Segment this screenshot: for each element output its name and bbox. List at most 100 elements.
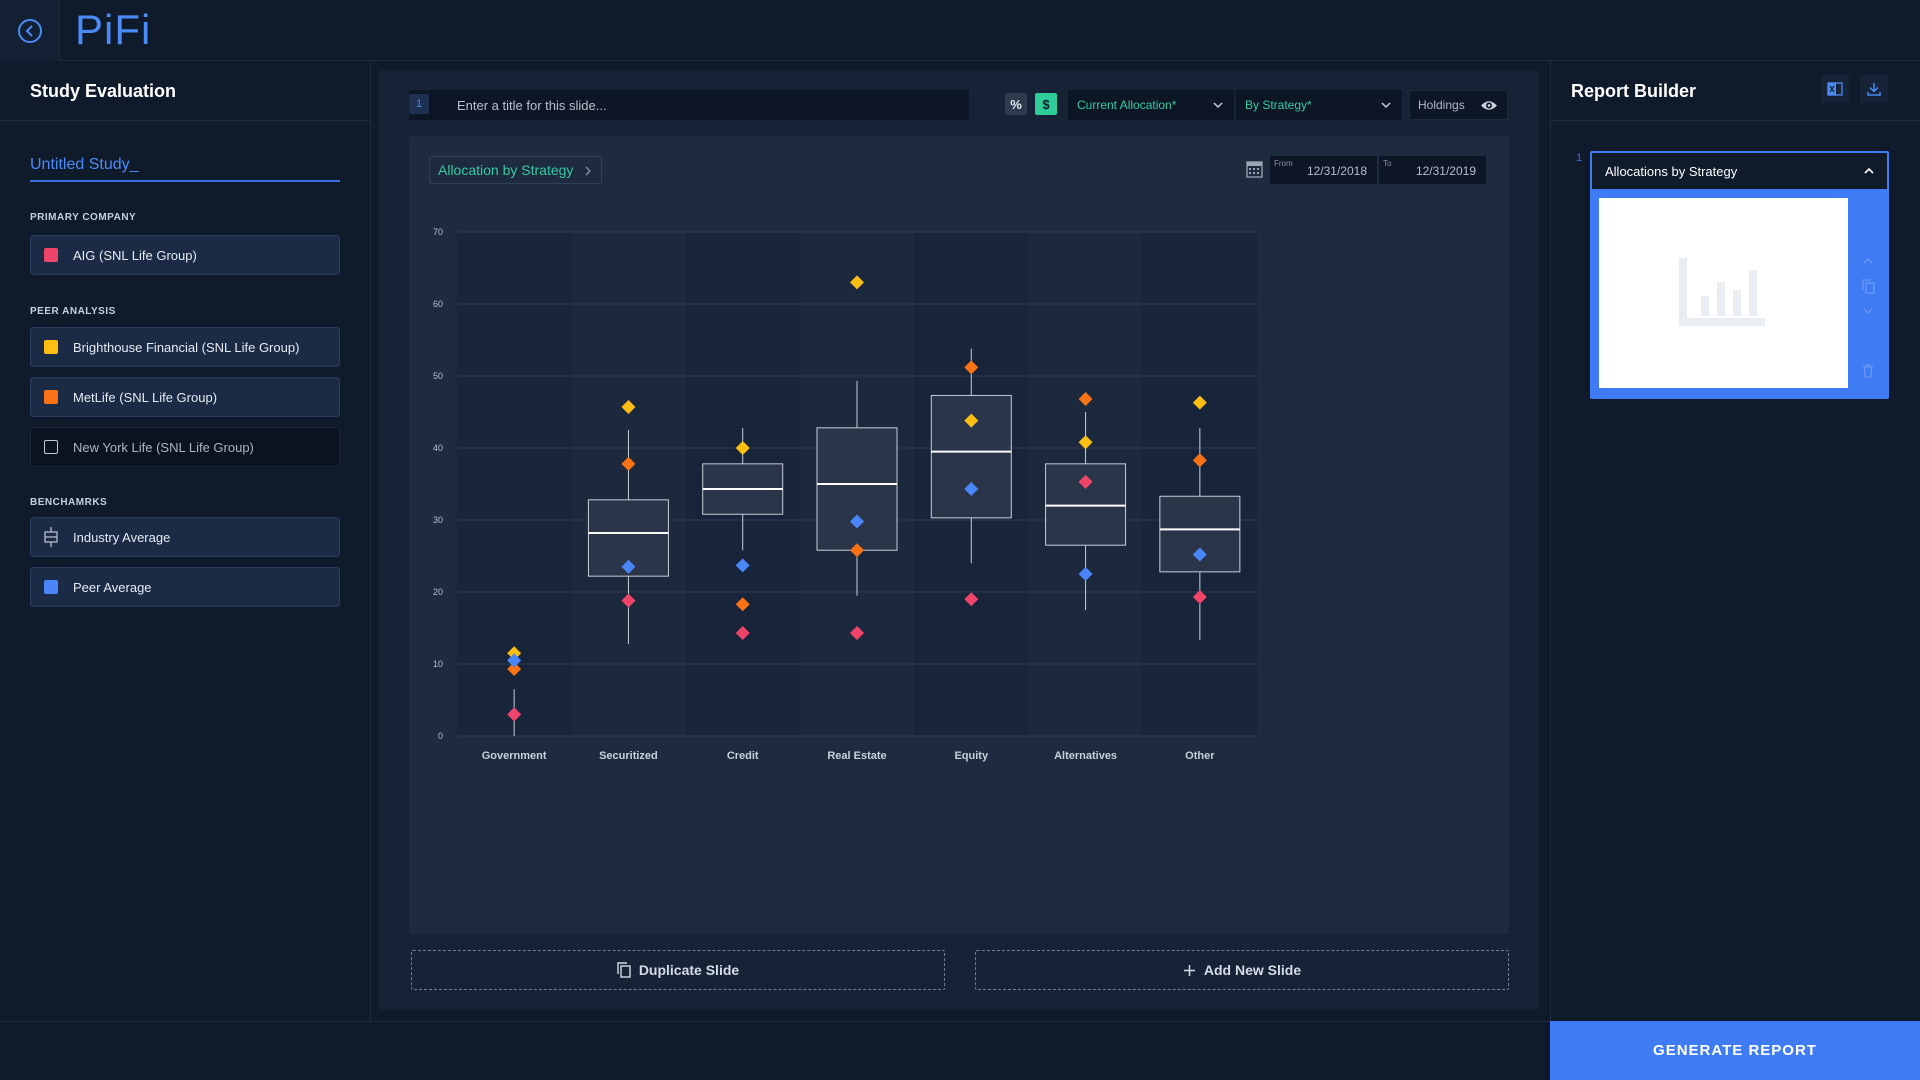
- report-slide-header[interactable]: Allocations by Strategy: [1592, 153, 1887, 189]
- duplicate-slide-label: Duplicate Slide: [638, 962, 740, 978]
- benchmark-item-industry-average[interactable]: Industry Average: [30, 517, 340, 557]
- excel-icon: [1827, 82, 1843, 96]
- slide-number-badge: 1: [409, 94, 429, 114]
- unchecked-checkbox[interactable]: [44, 440, 58, 454]
- y-tick-label: 60: [433, 299, 443, 309]
- app-logo: PiFi: [75, 6, 152, 53]
- strategy-select[interactable]: By Strategy*: [1236, 90, 1402, 120]
- x-category-label: Equity: [954, 750, 988, 762]
- primary-company-label: PRIMARY COMPANY: [30, 212, 137, 223]
- allocation-select[interactable]: Current Allocation*: [1068, 90, 1234, 120]
- company-name: New York Life (SNL Life Group): [73, 439, 254, 455]
- peer-item-new-york-life[interactable]: New York Life (SNL Life Group): [30, 427, 340, 467]
- back-arrow-icon: [17, 18, 42, 43]
- data-point-diamond: [964, 482, 979, 497]
- allocation-box-plot: 0 10 20 30 40 50 60 70 Government Securitized Cred…: [433, 227, 1257, 762]
- slide-editor: 1 % $ Current Allocation* By Strategy* H…: [379, 70, 1539, 1010]
- add-new-slide-label: Add New Slide: [1203, 962, 1302, 978]
- dollar-toggle[interactable]: $: [1035, 93, 1057, 115]
- primary-company-item[interactable]: AIG (SNL Life Group): [30, 235, 340, 275]
- data-point-diamond: [964, 592, 979, 607]
- from-date-field[interactable]: From 12/31/2018: [1270, 156, 1377, 184]
- download-button[interactable]: [1860, 75, 1888, 103]
- study-evaluation-panel: Study Evaluation PRIMARY COMPANY AIG (SN…: [0, 61, 371, 1021]
- peer-analysis-label: PEER ANALYSIS: [30, 306, 116, 317]
- y-tick-label: 50: [433, 371, 443, 381]
- strategy-select-value: By Strategy*: [1245, 98, 1312, 112]
- peer-item-brighthouse[interactable]: Brighthouse Financial (SNL Life Group): [30, 327, 340, 367]
- report-slide-title: Allocations by Strategy: [1605, 163, 1738, 179]
- data-point-diamond: [621, 559, 636, 574]
- benchmark-name: Industry Average: [73, 529, 171, 545]
- peer-color-swatch: [44, 390, 58, 404]
- company-name: AIG (SNL Life Group): [73, 247, 197, 263]
- to-label: To: [1383, 159, 1392, 168]
- chart-breadcrumb[interactable]: Allocation by Strategy: [429, 156, 603, 184]
- x-category-label: Other: [1185, 750, 1215, 762]
- copy-icon: [617, 962, 631, 978]
- data-point-diamond: [621, 399, 636, 414]
- move-up-icon[interactable]: [1862, 257, 1874, 265]
- generate-report-button[interactable]: GENERATE REPORT: [1550, 1021, 1920, 1080]
- breadcrumb-label: Allocation by Strategy: [438, 162, 574, 178]
- top-bar: PiFi: [0, 0, 1920, 61]
- y-tick-label: 70: [433, 227, 443, 237]
- data-point-diamond: [1192, 395, 1207, 410]
- panel-title: Study Evaluation: [30, 81, 177, 101]
- data-point-diamond: [735, 597, 750, 612]
- data-point-diamond: [850, 543, 864, 558]
- to-date: 12/31/2019: [1415, 164, 1476, 178]
- report-slide-card[interactable]: Allocations by Strategy: [1590, 151, 1889, 399]
- data-point-diamond: [964, 413, 979, 428]
- peer-item-metlife[interactable]: MetLife (SNL Life Group): [30, 377, 340, 417]
- excel-export-button[interactable]: [1821, 75, 1849, 103]
- data-point-diamond: [735, 626, 750, 641]
- study-name-input[interactable]: [30, 149, 340, 182]
- calendar-icon[interactable]: [1246, 160, 1263, 178]
- data-point-diamond: [621, 456, 636, 471]
- add-new-slide-button[interactable]: Add New Slide: [975, 950, 1509, 990]
- chart-placeholder-icon: [1679, 258, 1765, 326]
- company-name: MetLife (SNL Life Group): [73, 389, 218, 405]
- data-point-diamond: [850, 626, 864, 641]
- iqr-box: [816, 427, 898, 551]
- x-category-label: Real Estate: [827, 750, 886, 762]
- benchmark-name: Peer Average: [73, 579, 152, 595]
- data-point-diamond: [621, 593, 636, 608]
- data-point-diamond: [1192, 547, 1207, 562]
- company-name: Brighthouse Financial (SNL Life Group): [73, 339, 300, 355]
- y-tick-label: 30: [433, 515, 443, 525]
- to-date-field[interactable]: To 12/31/2019: [1379, 156, 1486, 184]
- data-point-diamond: [1192, 590, 1207, 605]
- data-point-diamond: [850, 275, 864, 290]
- data-point-diamond: [964, 360, 979, 375]
- chart-card: Allocation by Strategy From 12/31/2018 T…: [409, 136, 1509, 934]
- data-point-diamond: [735, 441, 750, 455]
- trash-icon[interactable]: [1862, 364, 1874, 378]
- move-down-icon[interactable]: [1862, 307, 1874, 315]
- data-point-diamond: [1078, 392, 1093, 407]
- data-point-diamond: [735, 558, 750, 573]
- slide-title-input[interactable]: [409, 90, 969, 120]
- duplicate-slide-button[interactable]: Duplicate Slide: [411, 950, 945, 990]
- data-point-diamond: [1078, 474, 1093, 489]
- box-plot-icon: [44, 527, 58, 547]
- report-builder-title: Report Builder: [1571, 81, 1697, 101]
- back-button[interactable]: [0, 0, 60, 61]
- benchmarks-label: BENCHAMRKS: [30, 497, 108, 508]
- percent-toggle[interactable]: %: [1005, 93, 1027, 115]
- x-category-label: Alternatives: [1054, 750, 1117, 762]
- data-point-diamond: [1078, 435, 1093, 450]
- peer-average-swatch: [44, 580, 58, 594]
- from-label: From: [1274, 159, 1293, 168]
- plus-icon: [1183, 964, 1195, 976]
- holdings-toggle[interactable]: Holdings: [1409, 90, 1508, 120]
- x-category-label: Government: [482, 750, 547, 762]
- slide-thumbnail[interactable]: [1599, 198, 1848, 388]
- peer-color-swatch: [44, 340, 58, 354]
- chevron-right-icon: [585, 166, 592, 176]
- y-tick-label: 20: [433, 587, 443, 597]
- duplicate-icon[interactable]: [1862, 279, 1875, 294]
- y-tick-label: 0: [438, 731, 443, 741]
- benchmark-item-peer-average[interactable]: Peer Average: [30, 567, 340, 607]
